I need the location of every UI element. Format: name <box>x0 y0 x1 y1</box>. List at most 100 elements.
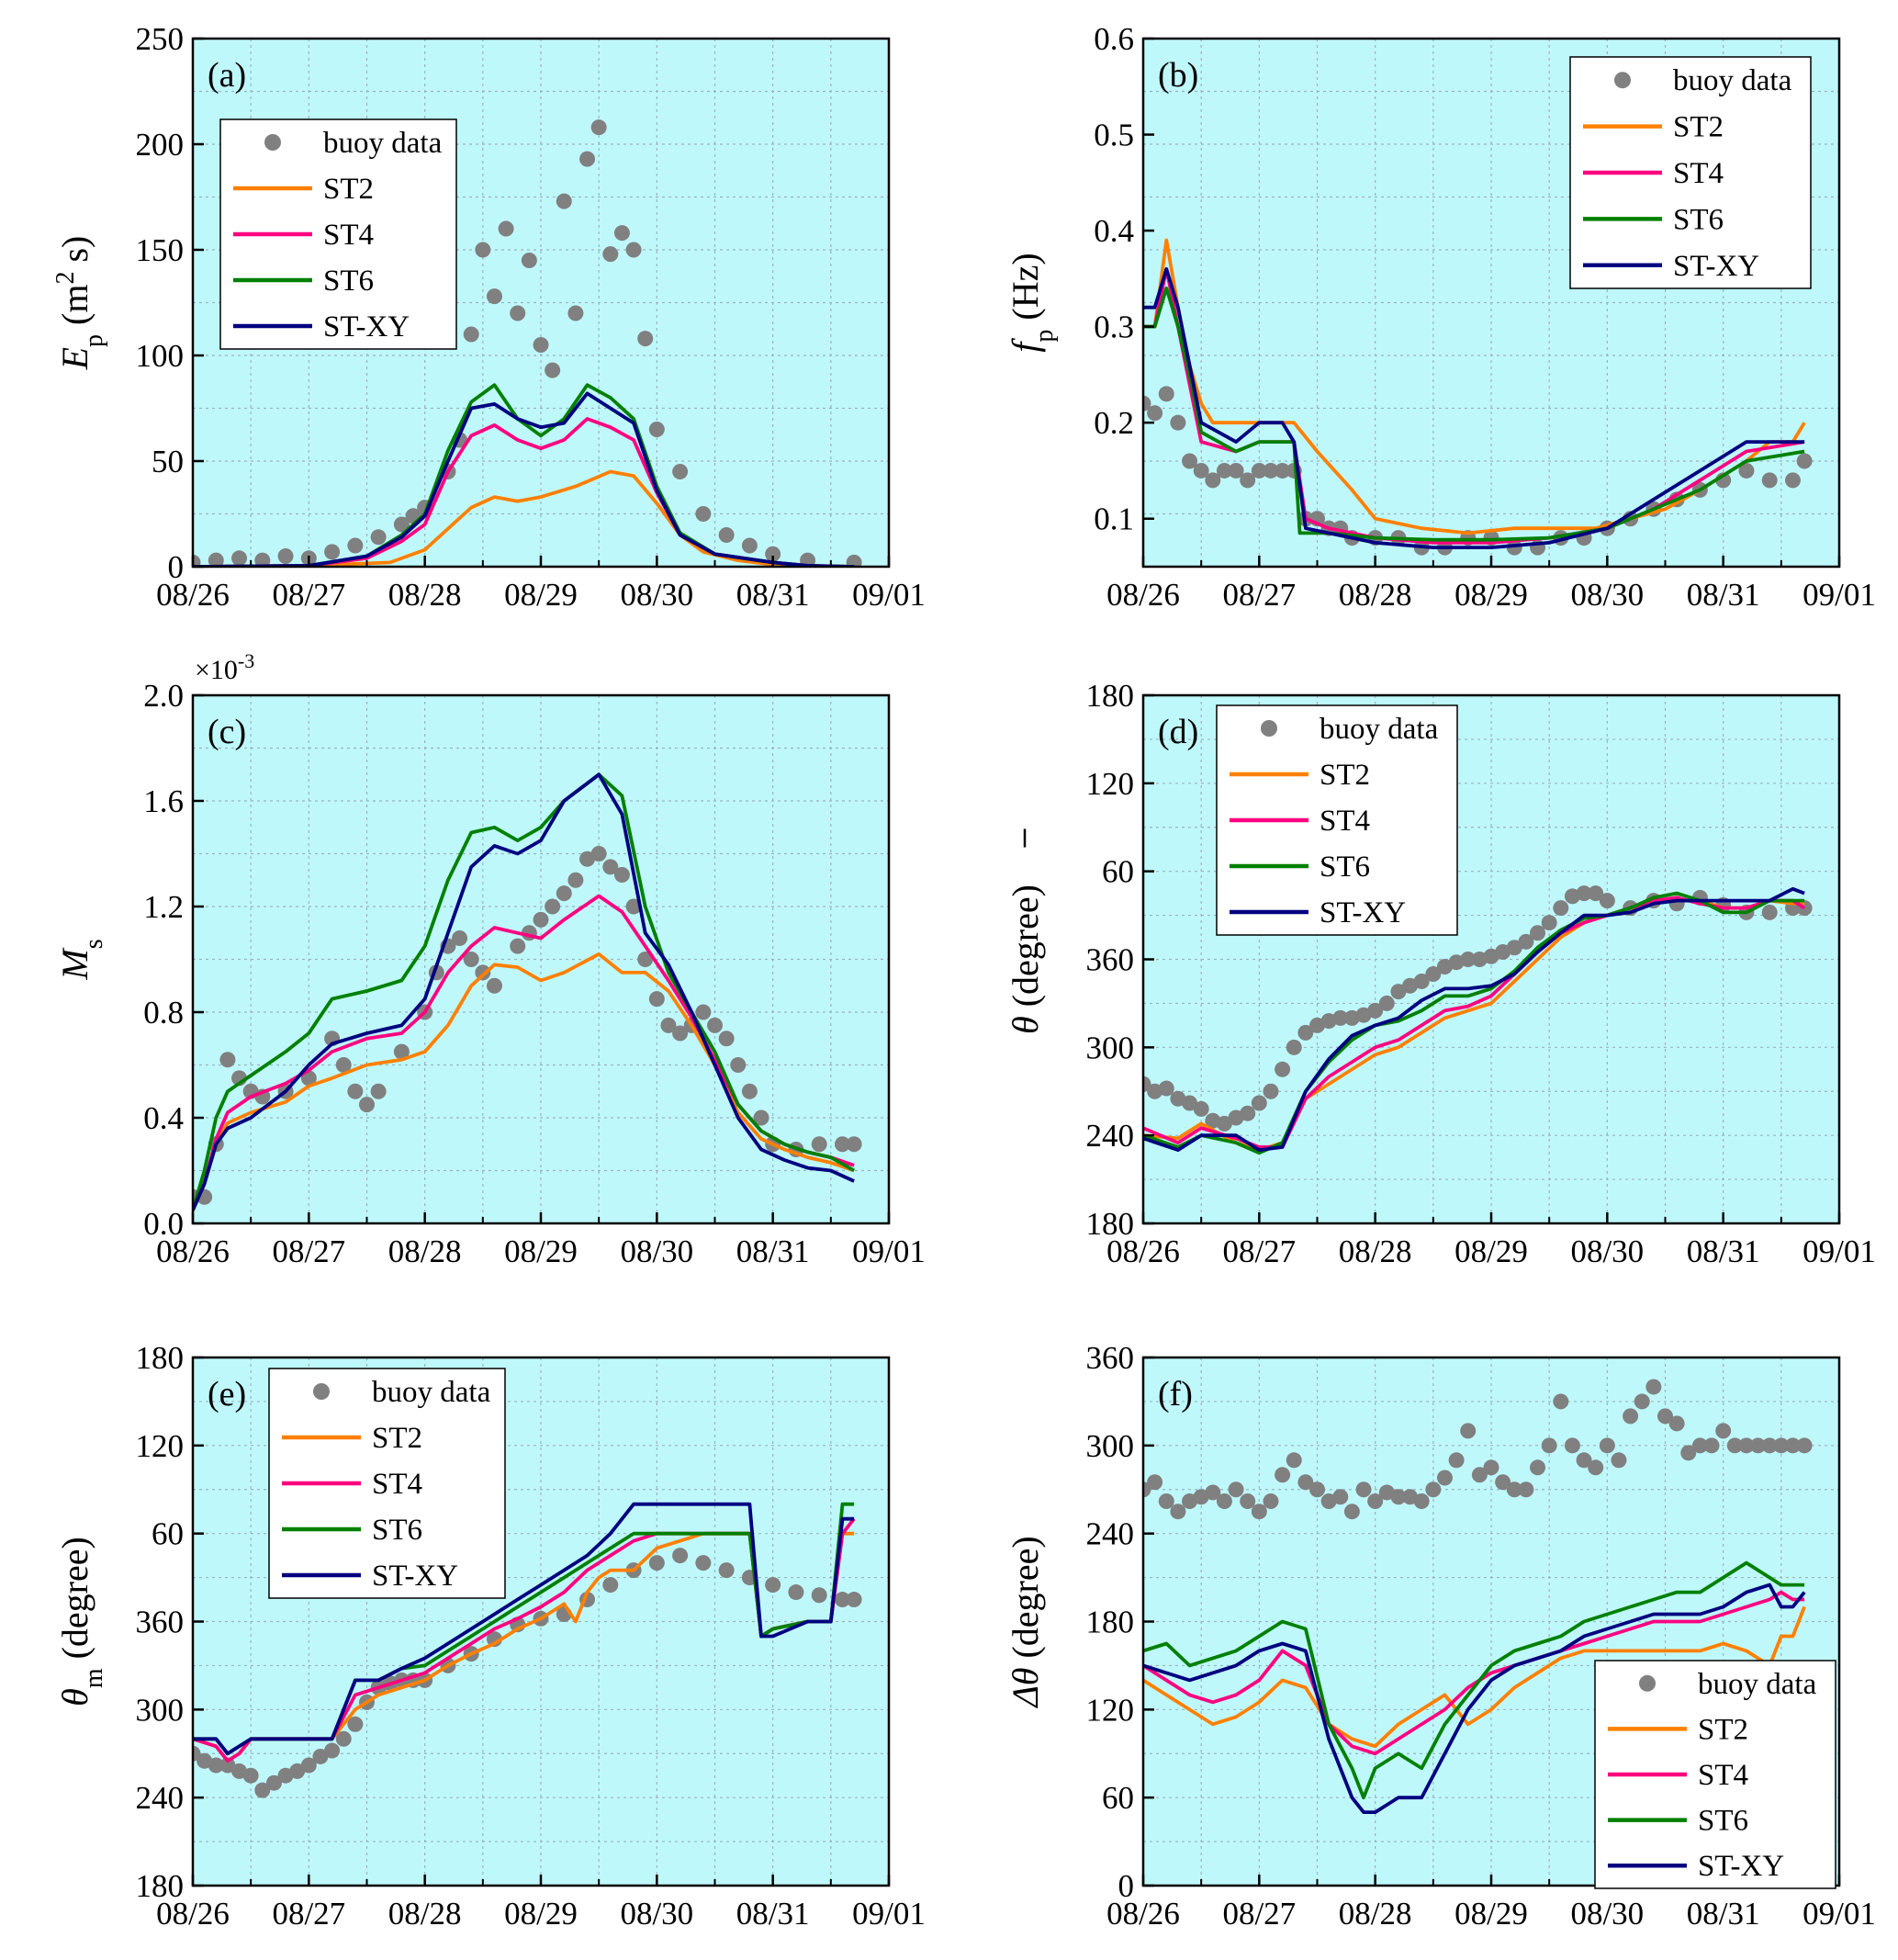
legend: buoy data ST2 ST4 ST6 ST-XY <box>1594 1660 1836 1889</box>
buoy-point <box>1518 1481 1534 1498</box>
buoy-point <box>1240 1105 1256 1121</box>
y-tick-label: 300 <box>1086 1030 1135 1065</box>
legend-label: buoy data <box>1320 713 1439 746</box>
buoy-point <box>590 119 607 136</box>
y-tick-label: 0 <box>1118 1868 1135 1904</box>
legend-label: ST2 <box>1673 111 1724 144</box>
y-tick-label: 300 <box>1086 1428 1135 1464</box>
y-axis-label: θm (degree) <box>54 1537 108 1707</box>
x-tick-label: 08/29 <box>1454 577 1528 613</box>
buoy-point <box>1367 1493 1384 1510</box>
buoy-point <box>1668 1415 1685 1432</box>
buoy-point <box>625 242 642 258</box>
buoy-point <box>335 1730 352 1747</box>
x-tick-label: 08/31 <box>1687 577 1760 613</box>
buoy-point <box>1240 1493 1256 1510</box>
buoy-point <box>637 952 654 967</box>
x-tick-label: 09/01 <box>852 1896 926 1932</box>
series-line-st6 <box>193 772 856 1211</box>
y-tick-label: 360 <box>136 1605 185 1640</box>
buoy-point <box>1436 1470 1453 1486</box>
buoy-point <box>393 1043 410 1060</box>
y-axis-label-sup: 2 <box>51 272 80 285</box>
chart-panel-e: 08/26 08/27 08/28 08/29 08/30 08/31 09/01 180 24… <box>54 1340 926 1932</box>
x-tick-label: 08/28 <box>388 577 462 613</box>
y-tick-label: 180 <box>1086 678 1135 714</box>
buoy-point <box>1738 462 1755 479</box>
y-tick-label: 360 <box>1086 1340 1135 1376</box>
buoy-point <box>1761 472 1778 489</box>
buoy-point <box>718 527 735 543</box>
plot-data <box>193 1502 862 1798</box>
x-tick-label: 08/26 <box>1106 1233 1180 1269</box>
buoy-point <box>613 225 630 242</box>
buoy-point <box>1170 414 1186 431</box>
buoy-point <box>695 1004 712 1020</box>
legend-label: buoy data <box>372 1376 491 1409</box>
buoy-point <box>741 537 758 554</box>
buoy-point <box>1784 1437 1801 1454</box>
x-tick-label: 08/27 <box>1222 1896 1296 1932</box>
buoy-point <box>1332 1489 1349 1505</box>
buoy-point <box>718 1031 735 1047</box>
y-axis-label-sub: m <box>80 1668 108 1688</box>
series-line-st2 <box>193 469 855 567</box>
buoy-point <box>510 305 526 321</box>
buoy-point <box>1286 1039 1302 1055</box>
buoy-point <box>1726 1437 1743 1454</box>
x-tick-label: 08/29 <box>1454 1233 1528 1269</box>
x-tick-label: 08/29 <box>1454 1896 1528 1932</box>
buoy-point <box>1645 1379 1662 1395</box>
y-tick-label: 120 <box>136 1428 185 1464</box>
buoy-point <box>521 253 537 268</box>
series-line-st2 <box>1143 1605 1806 1749</box>
buoy-point <box>1158 1080 1174 1097</box>
buoy-point <box>475 242 491 258</box>
buoy-point <box>1796 453 1813 469</box>
buoy-point <box>1158 1493 1174 1510</box>
plot-data <box>193 119 862 567</box>
buoy-point <box>463 952 479 967</box>
x-tick-label: 08/30 <box>1570 1233 1644 1269</box>
buoy-point <box>1680 1445 1697 1461</box>
legend: buoy data ST2 ST4 ST6 ST-XY <box>1216 704 1458 936</box>
buoy-point <box>231 550 248 567</box>
x-tick-label: 08/28 <box>388 1896 462 1932</box>
series-line-st-xy <box>193 391 855 567</box>
y-axis-label-main: M <box>54 947 95 981</box>
buoy-point <box>219 1757 236 1774</box>
buoy-point <box>1761 904 1778 920</box>
buoy-point <box>753 1110 769 1126</box>
y-tick-label: 60 <box>1102 854 1134 890</box>
buoy-point <box>1657 1408 1673 1425</box>
chart-panel-c: 08/26 08/27 08/28 08/29 08/30 08/31 09/01 0.0 0.… <box>54 649 926 1270</box>
buoy-point <box>300 1757 317 1774</box>
buoy-point <box>1263 1493 1279 1510</box>
y-tick-label: 240 <box>136 1780 185 1816</box>
buoy-point <box>1263 462 1279 479</box>
y-tick-label: 0.1 <box>1094 501 1134 537</box>
panel-label: (a) <box>208 56 246 95</box>
buoy-point <box>533 911 549 928</box>
legend-label: ST-XY <box>1673 250 1759 283</box>
buoy-point <box>648 422 665 437</box>
buoy-point <box>1275 1467 1291 1483</box>
buoy-point <box>324 544 341 560</box>
legend: buoy data ST2 ST4 ST6 ST-XY <box>1569 56 1812 289</box>
x-tick-label: 09/01 <box>1803 577 1876 613</box>
series-line-st6 <box>1143 286 1805 542</box>
panel-label: (e) <box>208 1375 246 1414</box>
buoy-point <box>1170 1504 1186 1520</box>
y-tick-label: 180 <box>136 1868 185 1904</box>
y-tick-label: 200 <box>136 127 185 163</box>
x-tick-label: 08/31 <box>1687 1896 1760 1932</box>
y-tick-label: 240 <box>1086 1118 1135 1154</box>
y-tick-label: 240 <box>1086 1516 1135 1552</box>
buoy-point <box>846 1592 862 1608</box>
buoy-point <box>1761 1437 1778 1454</box>
buoy-point <box>347 537 364 554</box>
x-tick-label: 08/31 <box>736 577 810 613</box>
panel-label: (b) <box>1158 56 1198 95</box>
buoy-point <box>335 1057 352 1073</box>
buoy-point <box>347 1083 364 1099</box>
